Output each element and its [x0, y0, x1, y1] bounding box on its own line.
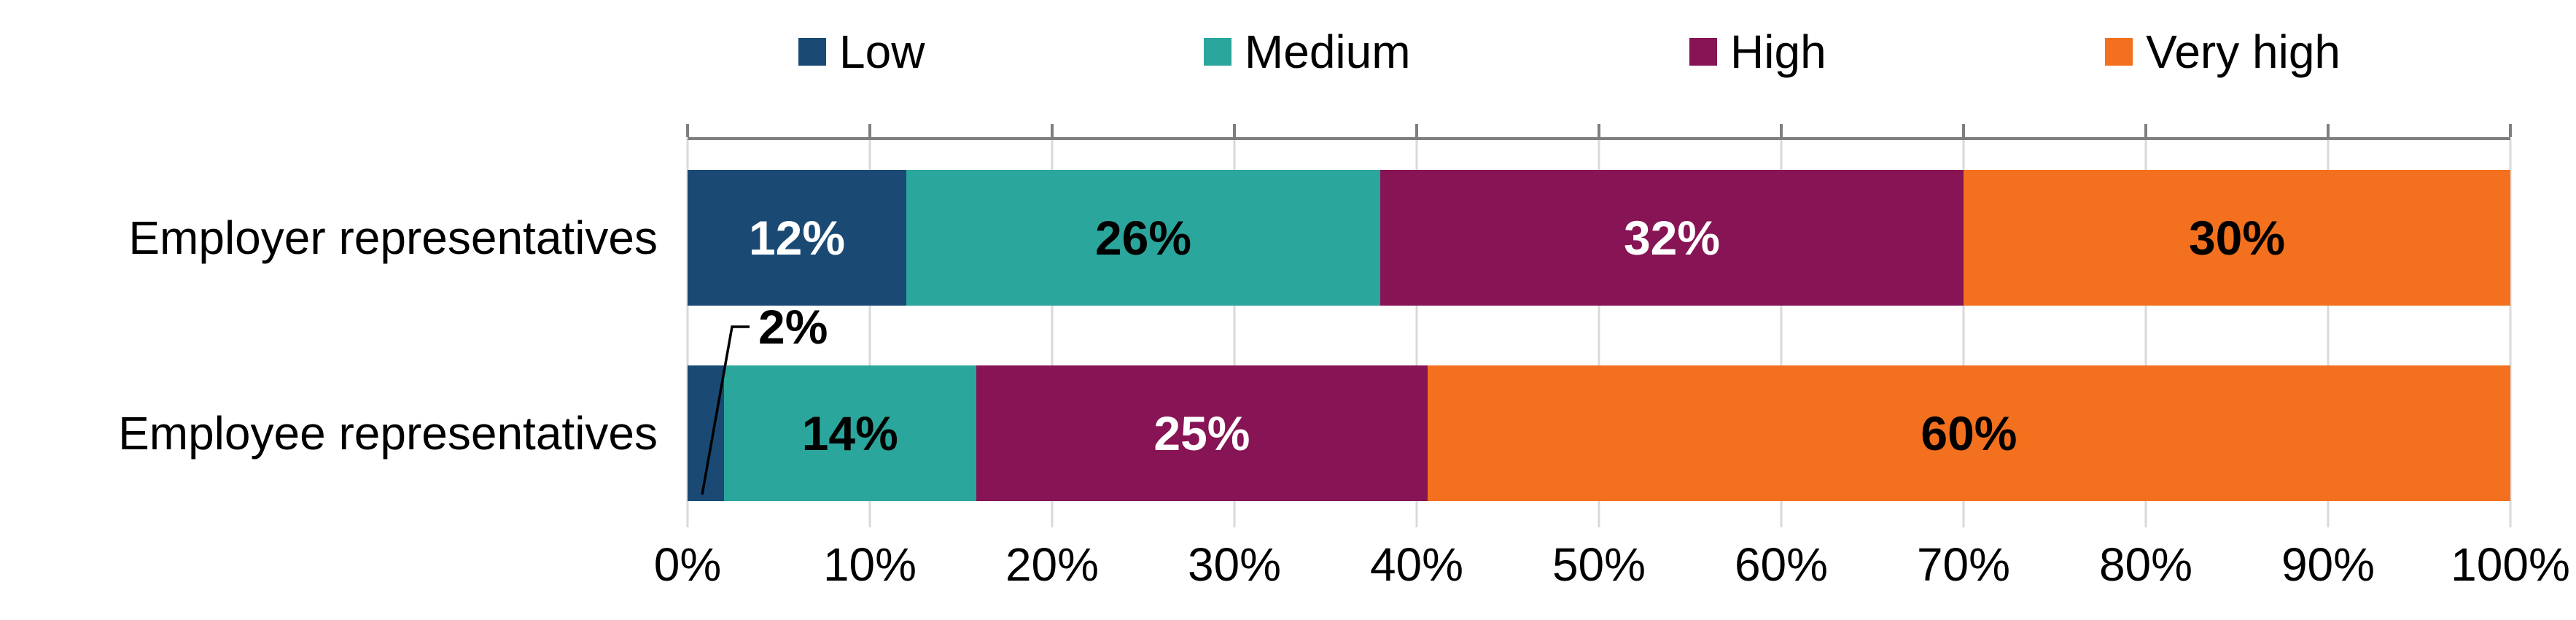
gridline	[2509, 139, 2512, 527]
x-axis-tick-label: 60%	[1734, 538, 1829, 591]
x-axis-tick-label: 40%	[1369, 538, 1464, 591]
axis-tick	[1233, 124, 1236, 137]
bar-segment-high: 32%	[1380, 170, 1964, 306]
bar-segment-value-label: 30%	[2188, 211, 2286, 265]
legend-swatch	[1689, 38, 1718, 66]
bar-employer-representatives: 12% 26% 32% 30%	[688, 170, 2510, 306]
axis-tick	[2327, 124, 2330, 137]
axis-tick	[1962, 124, 1965, 137]
bar-segment-value-label: 14%	[801, 406, 898, 460]
x-axis-labels: 0% 10% 20% 30% 40% 50% 60% 70% 80% 90% 100%	[654, 538, 2570, 596]
gridline	[1233, 139, 1236, 527]
legend-label: Low	[839, 26, 925, 78]
axis-tick	[2144, 124, 2147, 137]
category-label: Employer representatives	[128, 212, 658, 264]
x-axis-tick-label: 80%	[2098, 538, 2193, 591]
bar-segment-low	[688, 365, 724, 501]
bar-segment-value-label: 26%	[1094, 211, 1192, 265]
gridline	[1051, 139, 1054, 527]
x-axis-tick-label: 90%	[2281, 538, 2375, 591]
axis-tick	[868, 124, 871, 137]
axis-tick	[1780, 124, 1783, 137]
bar-segment-high: 25%	[976, 365, 1428, 501]
annotation-small-value-label: 2%	[758, 300, 828, 354]
legend-item-low: Low	[798, 28, 925, 75]
x-axis-tick-label: 100%	[2451, 538, 2570, 591]
gridline	[1598, 139, 1600, 527]
legend-item-very-high: Very high	[2105, 28, 2340, 75]
legend-swatch	[1203, 38, 1231, 66]
gridline	[1962, 139, 1965, 527]
bar-segment-medium: 14%	[723, 365, 977, 501]
bar-segment-value-label: 25%	[1153, 406, 1250, 460]
bar-segment-medium: 26%	[906, 170, 1380, 306]
legend-label: Medium	[1244, 26, 1411, 78]
bar-segment-very-high: 60%	[1427, 365, 2510, 501]
gridline	[868, 139, 871, 527]
x-axis-tick-label: 20%	[1005, 538, 1100, 591]
gridline	[686, 139, 689, 527]
gridline	[1415, 139, 1418, 527]
x-axis-tick-label: 30%	[1187, 538, 1282, 591]
axis-tick	[1598, 124, 1600, 137]
bar-segment-value-label: 12%	[748, 211, 846, 265]
bar-segment-very-high: 30%	[1964, 170, 2510, 306]
legend-swatch	[798, 38, 826, 66]
bar-employee-representatives: 14% 25% 60%	[688, 365, 2510, 501]
legend-label: Very high	[2146, 26, 2340, 78]
axis-tick	[1051, 124, 1054, 137]
x-axis-tick-label: 10%	[822, 538, 917, 591]
axis-tick	[2509, 124, 2512, 137]
legend-item-medium: Medium	[1203, 26, 1411, 78]
bar-segment-value-label: 32%	[1623, 211, 1721, 265]
category-label: Employee representatives	[118, 406, 658, 460]
gridline	[1780, 139, 1783, 527]
axis-tick	[1415, 124, 1418, 137]
bar-segment-value-label: 60%	[1921, 406, 2017, 460]
bar-segment-low: 12%	[688, 170, 906, 306]
category-labels: Employer representatives Employee represe…	[0, 137, 658, 527]
gridline	[2144, 139, 2147, 527]
plot-area: 12% 26% 32% 30% 14% 25% 60%	[686, 124, 2512, 527]
x-axis-tick-label: 50%	[1552, 538, 1646, 591]
legend: Low Medium High Very high	[798, 18, 2340, 85]
x-axis-tick-label: 0%	[653, 538, 722, 591]
axis-tick	[686, 124, 689, 137]
legend-label: High	[1730, 26, 1826, 78]
legend-item-high: High	[1689, 28, 1826, 75]
x-axis-tick-label: 70%	[1916, 538, 2011, 591]
x-axis-line	[688, 137, 2510, 140]
legend-swatch	[2105, 38, 2133, 66]
gridline	[2327, 139, 2330, 527]
